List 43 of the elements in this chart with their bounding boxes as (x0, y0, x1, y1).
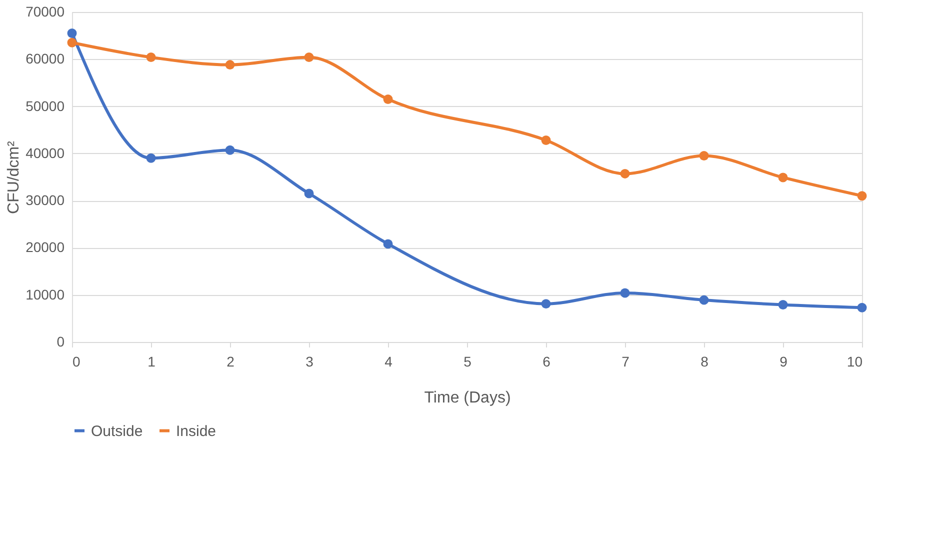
point (67, 38, 77, 48)
legend-label: Inside (176, 422, 216, 440)
point (778, 172, 788, 182)
point (225, 60, 235, 70)
y-tick-label: 0 (56, 334, 65, 350)
point (383, 239, 393, 249)
x-tick-label: 5 (464, 354, 472, 370)
x-tick-label: 1 (148, 354, 156, 370)
point (146, 52, 156, 62)
point (541, 299, 551, 309)
point (304, 188, 314, 198)
y-tick-label: 70000 (26, 4, 65, 20)
point (857, 191, 867, 201)
point (620, 288, 630, 298)
point (778, 300, 788, 310)
point (541, 135, 551, 145)
x-tick-label: 10 (846, 354, 863, 370)
x-tick-label: 2 (226, 354, 235, 370)
point (699, 151, 709, 161)
y-tick-label: 60000 (26, 50, 65, 67)
y-axis-title: CFU/dcm² (6, 140, 23, 214)
x-tick-label: 3 (306, 354, 314, 370)
y-tick-label: 10000 (26, 286, 65, 302)
x-axis-title: Time (Days) (424, 390, 511, 406)
y-tick-label: 30000 (26, 192, 65, 208)
point (699, 295, 709, 305)
point (146, 153, 156, 163)
legend-label: Outside (91, 422, 143, 440)
x-tick-label: 8 (700, 354, 709, 370)
x-tick-label: 6 (542, 354, 551, 370)
x-tick-label: 4 (384, 354, 393, 370)
x-tick-label: 9 (780, 354, 788, 370)
point (304, 52, 314, 62)
point (620, 168, 630, 178)
point (225, 145, 235, 155)
x-tick-label: 0 (72, 354, 80, 370)
point (383, 94, 393, 104)
point (67, 28, 77, 38)
y-tick-label: 50000 (26, 98, 65, 114)
point (857, 302, 867, 312)
y-tick-label: 40000 (26, 144, 65, 161)
y-tick-label: 20000 (26, 239, 65, 256)
x-tick-label: 7 (622, 354, 630, 370)
